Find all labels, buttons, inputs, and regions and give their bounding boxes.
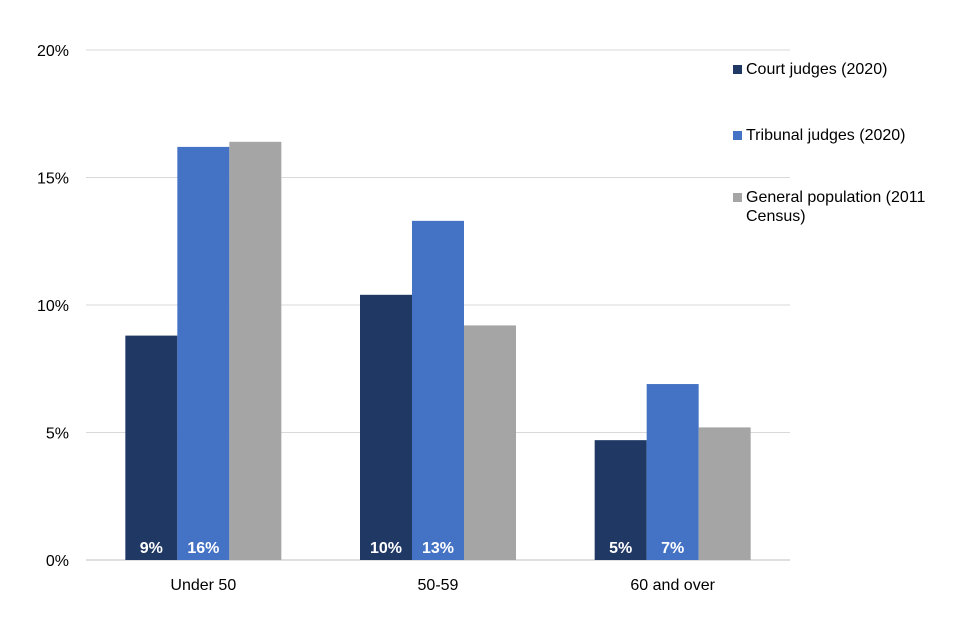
- bar: [229, 141, 282, 561]
- legend-item: Court judges (2020): [733, 60, 960, 79]
- y-tick-label: 20%: [37, 43, 69, 60]
- y-tick-label: 0%: [46, 553, 69, 570]
- bar: [646, 384, 699, 560]
- legend-item: Tribunal judges (2020): [733, 126, 960, 145]
- bar: [594, 440, 647, 560]
- legend-label: Court judges (2020): [746, 61, 888, 78]
- bar: [412, 220, 464, 560]
- legend-swatch: [733, 65, 742, 74]
- bar-value-label: 13%: [422, 540, 454, 557]
- legend-swatch: [733, 193, 742, 202]
- legend-item: General population (2011 Census): [733, 188, 960, 226]
- bars: [125, 141, 751, 561]
- bar-value-label: 9%: [140, 540, 163, 557]
- bar-value-label: 7%: [661, 540, 684, 557]
- bar: [698, 427, 751, 560]
- bar: [177, 146, 230, 560]
- bar-value-label: 5%: [609, 540, 632, 557]
- legend-label: General population (2011 Census): [746, 189, 926, 225]
- bar: [125, 335, 178, 560]
- bar-value-label: 16%: [187, 540, 219, 557]
- legend-swatch: [733, 131, 742, 140]
- y-axis-ticks: 0% 5% 10% 15% 20%: [37, 43, 69, 570]
- y-tick-label: 5%: [46, 426, 69, 443]
- legend-label: Tribunal judges (2020): [746, 127, 906, 144]
- bar: [360, 294, 412, 560]
- x-tick-label: 50-59: [418, 577, 459, 594]
- x-tick-label: 60 and over: [630, 577, 715, 594]
- x-tick-label: Under 50: [170, 577, 236, 594]
- bar-value-label: 10%: [370, 540, 402, 557]
- bar: [464, 325, 516, 560]
- bar-labels: 9% 16% 10% 13% 5% 7%: [140, 540, 684, 557]
- x-axis-ticks: Under 50 50-59 60 and over: [170, 577, 715, 594]
- y-tick-label: 15%: [37, 171, 69, 188]
- y-tick-label: 10%: [37, 298, 69, 315]
